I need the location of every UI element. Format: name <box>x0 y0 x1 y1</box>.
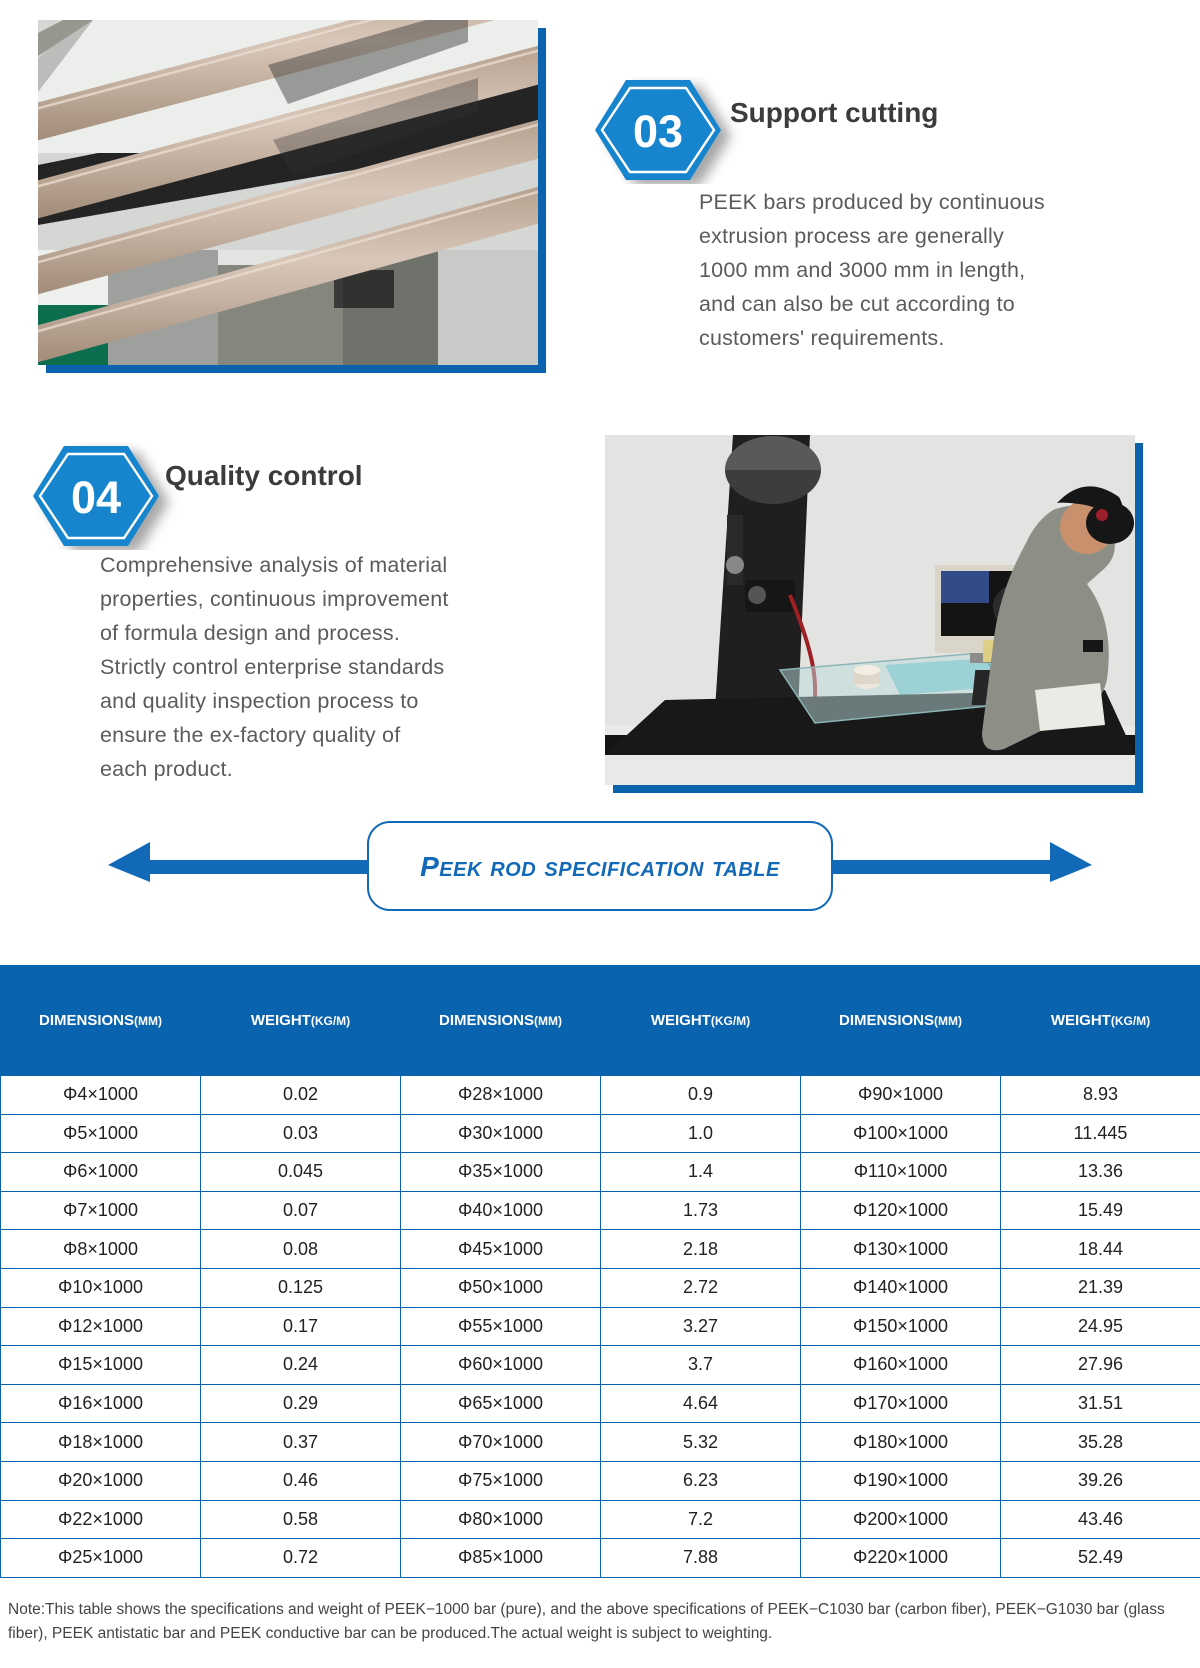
svg-text:04: 04 <box>71 472 121 523</box>
svg-text:Peek rod specification table: Peek rod specification table <box>420 851 780 882</box>
svg-text:03: 03 <box>633 106 683 157</box>
